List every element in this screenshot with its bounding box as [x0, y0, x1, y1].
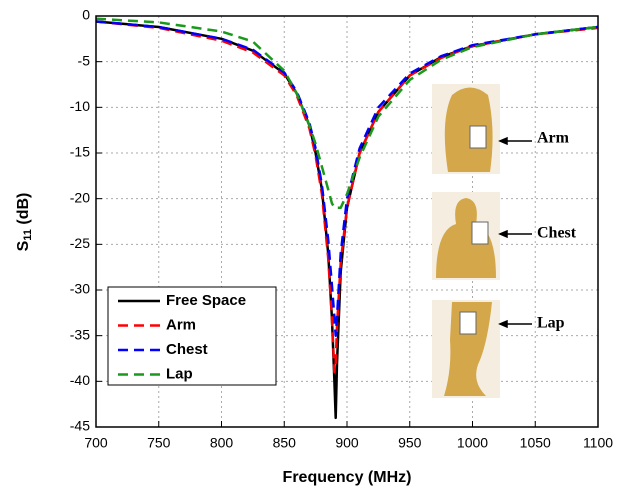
x-tick-label: 1100	[583, 435, 613, 451]
lap-model	[444, 302, 492, 396]
series-line	[95, 20, 599, 374]
x-tick-label: 800	[210, 435, 234, 451]
x-axis-label: Frequency (MHz)	[283, 469, 412, 486]
y-axis-label: S11 (dB)	[15, 193, 34, 252]
y-tick-label: -45	[70, 418, 90, 434]
annotation: Lap	[537, 315, 565, 332]
y-label-main: S	[15, 240, 32, 251]
plot-frame	[95, 15, 599, 428]
y-tick-label: 0	[82, 7, 90, 23]
series-line	[95, 17, 599, 210]
arrows	[498, 136, 532, 329]
antenna	[459, 311, 477, 335]
x-tick-label: 850	[273, 435, 297, 451]
x-tick-label: 700	[84, 435, 108, 451]
legend-label: Chest	[166, 341, 208, 358]
arm-model	[444, 87, 493, 172]
y-tick-label: -15	[70, 144, 90, 160]
y-label-unit: (dB)	[15, 193, 32, 229]
y-tick-label: -10	[70, 98, 90, 114]
legend-label: Lap	[166, 365, 193, 382]
antenna	[469, 125, 487, 149]
annotation: Arm	[537, 130, 570, 147]
y-tick-label: -20	[70, 189, 90, 205]
x-tick-label: 950	[398, 435, 422, 451]
x-tick-label: 900	[335, 435, 359, 451]
y-tick-label: -30	[70, 281, 90, 297]
x-tick-label: 1000	[457, 435, 488, 451]
y-tick-label: -35	[70, 326, 90, 342]
chest-model	[436, 198, 496, 278]
series-line	[95, 20, 599, 420]
series-line	[95, 20, 599, 337]
x-tick-label: 1050	[520, 435, 551, 451]
x-tick-label: 750	[147, 435, 171, 451]
legend-box	[107, 286, 277, 386]
legend-label: Arm	[166, 316, 196, 333]
y-tick-label: -25	[70, 235, 90, 251]
y-tick-label: -5	[78, 52, 91, 68]
y-label-sub: 11	[22, 229, 34, 241]
annotation: Chest	[537, 225, 577, 242]
legend-label: Free Space	[166, 292, 246, 309]
antenna	[471, 221, 489, 245]
y-tick-label: -40	[70, 372, 90, 388]
